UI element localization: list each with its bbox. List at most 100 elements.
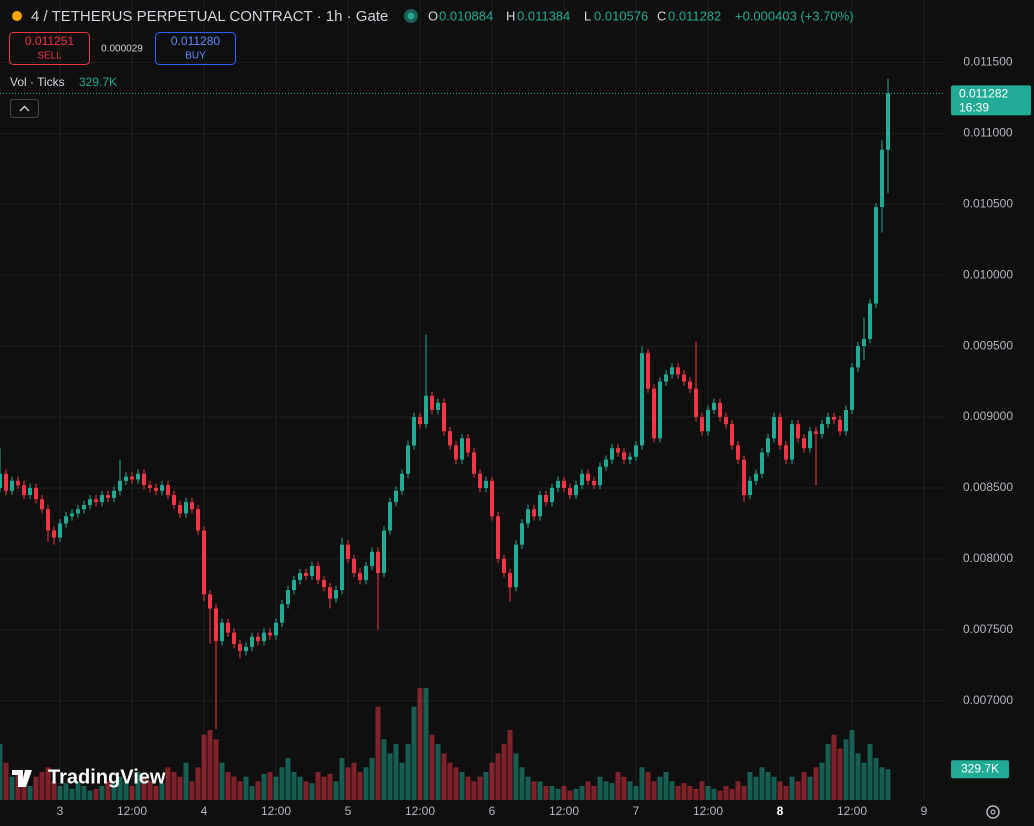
overlay: 4 / TETHERUS PERPETUAL CONTRACT · 1h · G… bbox=[9, 8, 1031, 819]
volume-bar bbox=[849, 730, 855, 800]
candle-body bbox=[850, 367, 854, 410]
candle-body bbox=[10, 480, 14, 491]
candle-body bbox=[202, 530, 206, 595]
volume-bar bbox=[183, 762, 189, 800]
volume-bar bbox=[561, 786, 567, 800]
candle-body bbox=[148, 485, 152, 488]
volume-bar bbox=[393, 744, 399, 800]
candle-body bbox=[370, 551, 374, 566]
candle-body bbox=[862, 339, 866, 347]
candle-body bbox=[58, 523, 62, 538]
buy-price[interactable]: 0.011280 bbox=[171, 34, 220, 48]
candle-body bbox=[688, 381, 692, 389]
volume-bar bbox=[879, 767, 885, 800]
candle-body bbox=[790, 424, 794, 460]
candle-body bbox=[436, 402, 440, 410]
sell-button[interactable] bbox=[9, 32, 90, 65]
volume-bar bbox=[171, 772, 177, 800]
x-tick-label: 3 bbox=[57, 804, 64, 818]
candle-body bbox=[550, 487, 554, 503]
volume-bar bbox=[159, 783, 165, 800]
volume-bar bbox=[771, 776, 777, 800]
y-tick-label: 0.011500 bbox=[963, 55, 1012, 69]
y-tick-label: 0.009000 bbox=[963, 409, 1013, 423]
volume-tag-label: 329.7K bbox=[961, 761, 999, 775]
candle-body bbox=[4, 473, 8, 491]
candle-body bbox=[730, 424, 734, 446]
sell-price[interactable]: 0.011251 bbox=[25, 34, 74, 48]
candle-body bbox=[598, 466, 602, 486]
candle-body bbox=[628, 456, 632, 460]
candle-body bbox=[22, 485, 26, 496]
candle-layer bbox=[0, 78, 945, 730]
volume-bar bbox=[357, 772, 363, 800]
volume-bar bbox=[777, 781, 783, 800]
candle-body bbox=[388, 502, 392, 531]
ohlc-value: 0.010576 bbox=[594, 8, 648, 23]
candle-body bbox=[664, 374, 668, 382]
volume-bar bbox=[345, 767, 351, 800]
candle-body bbox=[604, 459, 608, 467]
candle-body bbox=[562, 480, 566, 488]
candle-body bbox=[820, 424, 824, 435]
x-tick-label: 12:00 bbox=[693, 804, 723, 818]
candle-body bbox=[742, 459, 746, 496]
volume-bar bbox=[321, 776, 327, 800]
collapse-chevron[interactable] bbox=[19, 105, 30, 112]
volume-layer bbox=[0, 688, 891, 800]
volume-bar bbox=[405, 744, 411, 800]
x-tick-label: 4 bbox=[201, 804, 208, 818]
candle-body bbox=[760, 452, 764, 474]
candle-body bbox=[670, 367, 674, 375]
volume-bar bbox=[819, 762, 825, 800]
candle-body bbox=[328, 587, 332, 599]
volume-bar bbox=[693, 788, 699, 800]
volume-bar bbox=[375, 706, 381, 800]
candle-body bbox=[208, 594, 212, 609]
last-price-label: 0.011282 bbox=[959, 87, 1008, 101]
buy-label[interactable]: BUY bbox=[185, 51, 206, 62]
volume-bar bbox=[189, 781, 195, 800]
settings-icon[interactable] bbox=[986, 805, 1000, 819]
volume-bar bbox=[315, 772, 321, 800]
candle-body bbox=[268, 632, 272, 636]
candle-body bbox=[706, 409, 710, 432]
candle-body bbox=[220, 622, 224, 642]
sell-label[interactable]: SELL bbox=[37, 51, 62, 62]
volume-bar bbox=[873, 758, 879, 800]
candle-body bbox=[112, 490, 116, 498]
candle-body bbox=[238, 643, 242, 652]
volume-bar bbox=[27, 786, 33, 800]
volume-bar bbox=[39, 772, 45, 800]
volume-bar bbox=[429, 734, 435, 800]
buy-button[interactable] bbox=[155, 32, 236, 65]
candle-body bbox=[346, 544, 350, 559]
volume-bar bbox=[207, 730, 213, 800]
candle-body bbox=[652, 388, 656, 439]
candle-body bbox=[574, 485, 578, 496]
volume-bar bbox=[603, 781, 609, 800]
candle-body bbox=[748, 480, 752, 496]
candle-body bbox=[460, 438, 464, 460]
candle-body bbox=[736, 445, 740, 460]
candle-body bbox=[682, 374, 686, 382]
candle-body bbox=[538, 495, 542, 517]
collapse-button[interactable] bbox=[10, 99, 39, 118]
volume-bar bbox=[861, 762, 867, 800]
volume-bar bbox=[633, 786, 639, 800]
candle-body bbox=[16, 480, 20, 486]
candle-body bbox=[484, 480, 488, 488]
x-tick-label: 8 bbox=[777, 804, 784, 818]
candle-body bbox=[466, 438, 470, 453]
candle-body bbox=[514, 544, 518, 588]
candle-body bbox=[94, 499, 98, 503]
volume-bar bbox=[657, 776, 663, 800]
volume-bar bbox=[261, 773, 267, 800]
volume-bar bbox=[333, 781, 339, 800]
settings-icon-core[interactable] bbox=[990, 809, 996, 815]
candle-body bbox=[142, 473, 146, 486]
candle-body bbox=[274, 622, 278, 636]
candle-body bbox=[658, 381, 662, 439]
candle-body bbox=[676, 367, 680, 375]
